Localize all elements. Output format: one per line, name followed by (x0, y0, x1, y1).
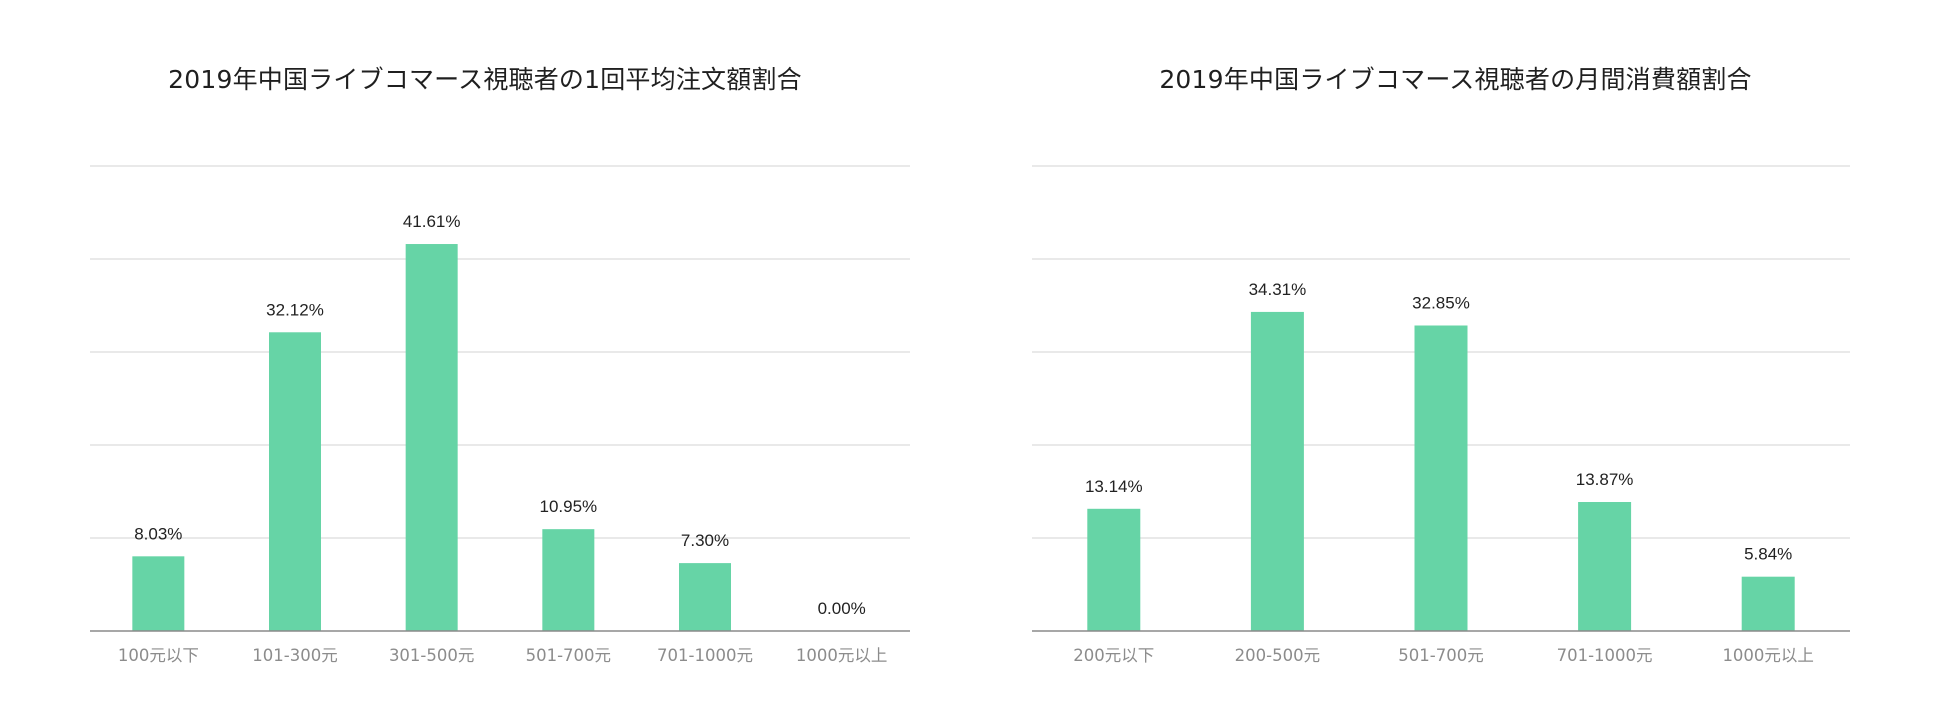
data-label: 7.30% (681, 531, 729, 550)
x-tick-label: 701-1000元 (1557, 646, 1653, 665)
data-label: 10.95% (539, 497, 597, 516)
x-tick-label: 701-1000元 (657, 646, 753, 665)
data-label: 0.00% (818, 599, 866, 618)
chart-title: 2019年中国ライブコマース視聴者の月間消費額割合 (1159, 65, 1752, 94)
data-label: 34.31% (1249, 280, 1307, 299)
data-label: 41.61% (403, 212, 461, 231)
data-label: 8.03% (134, 524, 182, 543)
bar (1578, 502, 1632, 631)
chart-order-amount: 2019年中国ライブコマース視聴者の1回平均注文額割合 8.03% 100元以下 3… (0, 0, 970, 726)
bar (405, 244, 458, 632)
bar (1250, 311, 1304, 631)
bar (679, 563, 731, 631)
data-label: 5.84% (1744, 545, 1792, 564)
x-tick-label: 501-700元 (1398, 646, 1483, 665)
data-label: 13.14% (1085, 477, 1143, 496)
chart-title: 2019年中国ライブコマース視聴者の1回平均注文額割合 (168, 65, 802, 94)
x-tick-label: 301-500元 (389, 646, 474, 665)
plot-area: 8.03% 100元以下 32.12% 101-300元 41.61% 301-500元 1… (90, 165, 910, 665)
x-tick-label: 501-700元 (526, 646, 611, 665)
bar (542, 529, 595, 631)
data-label: 32.12% (266, 300, 324, 319)
chart-monthly-spend: 2019年中国ライブコマース視聴者の月間消費額割合 13.14% 200元以下 34… (970, 0, 1941, 726)
data-label: 13.87% (1576, 470, 1634, 489)
bar (132, 556, 185, 631)
x-tick-label: 200元以下 (1073, 646, 1154, 665)
x-tick-label: 1000元以上 (796, 646, 888, 665)
bar (1414, 325, 1468, 631)
bar (1741, 576, 1795, 631)
x-tick-label: 101-300元 (252, 646, 337, 665)
bar (1087, 508, 1141, 631)
x-tick-label: 200-500元 (1235, 646, 1320, 665)
x-tick-label: 100元以下 (118, 646, 199, 665)
x-tick-label: 1000元以上 (1722, 646, 1814, 665)
data-label: 32.85% (1412, 293, 1470, 312)
bar (269, 332, 321, 631)
plot-area: 13.14% 200元以下 34.31% 200-500元 32.85% 501-700元… (1032, 165, 1850, 665)
